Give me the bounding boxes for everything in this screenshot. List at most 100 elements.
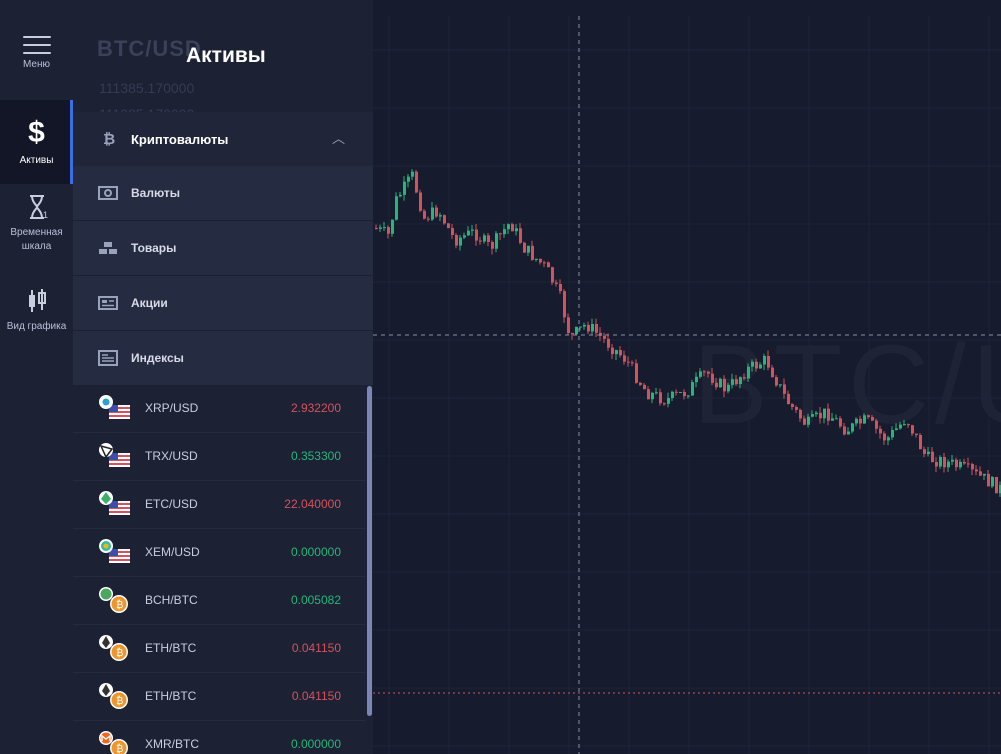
candle-body bbox=[783, 384, 786, 394]
asset-name: ETH/BTC bbox=[145, 641, 197, 655]
trx-usd-icon bbox=[97, 443, 131, 469]
candle-body bbox=[483, 235, 486, 242]
candle-body bbox=[563, 291, 566, 318]
candle-body bbox=[691, 382, 694, 396]
candle-body bbox=[671, 391, 674, 399]
candle-body bbox=[755, 361, 758, 369]
candle-body bbox=[431, 207, 434, 220]
asset-name: ETC/USD bbox=[145, 497, 198, 511]
candle-body bbox=[567, 317, 570, 334]
candle-body bbox=[559, 283, 562, 292]
chevron-up-icon[interactable]: ︿ bbox=[331, 131, 345, 146]
asset-list-scrollbar-thumb[interactable] bbox=[367, 386, 372, 716]
asset-row[interactable]: ₿ ETH/BTC 0.041150 bbox=[73, 625, 365, 673]
category-crypto[interactable]: ₿ Криптовалюты ︿ bbox=[73, 112, 373, 166]
asset-row[interactable]: ₿ ETH/BTC 0.041150 bbox=[73, 673, 365, 721]
candle-body bbox=[383, 227, 386, 229]
candle-body bbox=[523, 242, 526, 253]
candle-body bbox=[471, 229, 474, 231]
candle-body bbox=[955, 459, 958, 468]
svg-text:₿: ₿ bbox=[116, 743, 123, 754]
candle-body bbox=[399, 194, 402, 197]
candle-body bbox=[795, 406, 798, 410]
candle-body bbox=[867, 415, 870, 418]
index-chart-icon bbox=[97, 350, 119, 366]
menu-button[interactable]: Меню bbox=[0, 36, 73, 86]
asset-row[interactable]: ₿ BCH/BTC 0.005082 bbox=[73, 577, 365, 625]
price-chart[interactable]: BTC/USD bbox=[373, 0, 1001, 754]
candle-body bbox=[451, 228, 454, 236]
candle-body bbox=[975, 469, 978, 472]
candle-body bbox=[939, 457, 942, 467]
candle-body bbox=[723, 378, 726, 392]
candle-body bbox=[927, 451, 930, 454]
candle-body bbox=[663, 403, 666, 405]
category-stocks[interactable]: Акции bbox=[73, 276, 373, 331]
candle-body bbox=[899, 424, 902, 429]
left-rail: Меню $ Активы 1 Временная шкала Вид граф… bbox=[0, 0, 73, 754]
category-currencies[interactable]: Валюты bbox=[73, 166, 373, 221]
asset-price: 0.000000 bbox=[290, 545, 341, 559]
candlestick-chart[interactable] bbox=[373, 0, 1001, 754]
candle-body bbox=[507, 224, 510, 230]
xmr-btc-icon: ₿ bbox=[97, 731, 131, 754]
candle-body bbox=[643, 384, 646, 390]
asset-row[interactable]: TRX/USD 0.353300 bbox=[73, 433, 365, 481]
candle-body bbox=[463, 235, 466, 238]
candle-body bbox=[739, 377, 742, 385]
candle-body bbox=[787, 393, 790, 405]
candle-body bbox=[767, 355, 770, 368]
timescale-label-line1: Временная bbox=[10, 227, 63, 238]
candle-body bbox=[803, 418, 806, 425]
category-commodities[interactable]: Товары bbox=[73, 221, 373, 276]
bitcoin-icon: ₿ bbox=[103, 130, 116, 148]
svg-text:₿: ₿ bbox=[116, 695, 123, 707]
asset-price: 0.041150 bbox=[291, 689, 341, 703]
candle-body bbox=[779, 384, 782, 386]
candle-body bbox=[547, 262, 550, 268]
candle-body bbox=[735, 379, 738, 385]
candle-body bbox=[819, 412, 822, 419]
candle-body bbox=[595, 324, 598, 333]
asset-row[interactable]: ₿ XMR/BTC 0.000000 bbox=[73, 721, 365, 754]
assets-nav-button[interactable]: $ Активы bbox=[0, 100, 73, 184]
asset-price: 0.005082 bbox=[290, 593, 341, 607]
asset-row[interactable]: XRP/USD 2.932200 bbox=[73, 385, 365, 433]
candle-body bbox=[823, 408, 826, 419]
asset-name: TRX/USD bbox=[145, 449, 198, 463]
xem-usd-icon bbox=[97, 539, 131, 565]
category-dropdown: Валюты Товары Акции Индексы bbox=[73, 166, 373, 386]
candle-body bbox=[719, 378, 722, 388]
chart-view-nav-button[interactable]: Вид графика bbox=[0, 288, 73, 344]
asset-row[interactable]: ETC/USD 22.040000 bbox=[73, 481, 365, 529]
candle-body bbox=[815, 412, 818, 415]
candle-body bbox=[715, 382, 718, 388]
candle-body bbox=[995, 477, 998, 494]
candle-body bbox=[839, 418, 842, 427]
candle-body bbox=[555, 282, 558, 284]
candle-body bbox=[635, 363, 638, 383]
candle-body bbox=[651, 392, 654, 400]
candle-body bbox=[467, 230, 470, 236]
timescale-nav-button[interactable]: 1 Временная шкала bbox=[0, 194, 73, 264]
etc-usd-icon bbox=[97, 491, 131, 517]
candle-body bbox=[727, 384, 730, 392]
candle-body bbox=[983, 473, 986, 476]
candle-body bbox=[843, 426, 846, 435]
svg-text:₿: ₿ bbox=[116, 599, 123, 611]
asset-price: 22.040000 bbox=[284, 497, 341, 511]
candle-body bbox=[611, 347, 614, 355]
candle-body bbox=[647, 389, 650, 400]
candle-body bbox=[459, 237, 462, 246]
asset-row[interactable]: XEM/USD 0.000000 bbox=[73, 529, 365, 577]
candle-body bbox=[535, 258, 538, 260]
candle-body bbox=[659, 392, 662, 404]
category-indices[interactable]: Индексы bbox=[73, 331, 373, 386]
candle-body bbox=[703, 371, 706, 373]
candle-body bbox=[751, 361, 754, 367]
menu-label: Меню bbox=[22, 59, 51, 70]
asset-name: XMR/BTC bbox=[145, 737, 199, 751]
candle-body bbox=[615, 350, 618, 355]
category-label: Акции bbox=[131, 296, 168, 310]
candle-body bbox=[603, 335, 606, 339]
